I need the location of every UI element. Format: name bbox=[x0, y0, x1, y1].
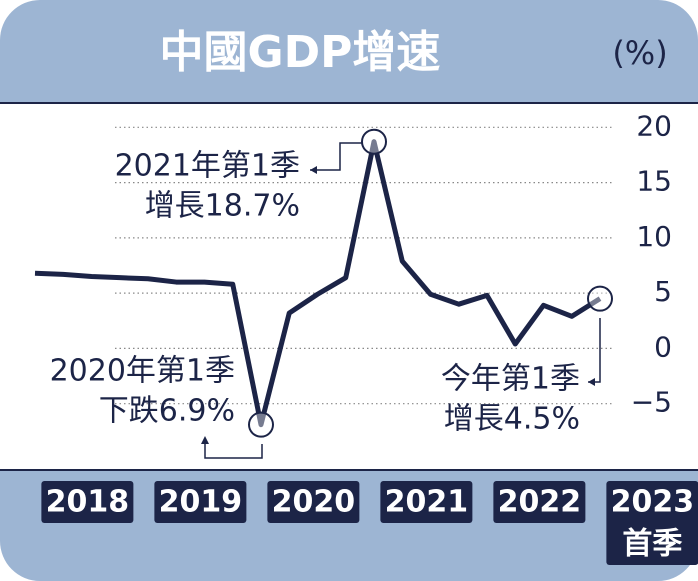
y-tick-label: 20 bbox=[636, 109, 672, 142]
annotation: 2021年第1季 bbox=[115, 149, 300, 184]
x-tick-label: 2023 bbox=[611, 485, 695, 520]
x-tick-label: 2018 bbox=[46, 485, 130, 520]
line bbox=[34, 139, 602, 428]
unit-label: (%) bbox=[612, 34, 667, 72]
callout-circle bbox=[361, 128, 387, 155]
year-box bbox=[41, 481, 134, 523]
y-tick-label: 15 bbox=[636, 165, 672, 198]
grid bbox=[115, 126, 612, 405]
year-box bbox=[154, 481, 247, 523]
callout-circle bbox=[587, 285, 613, 312]
y-tick-label: 5 bbox=[654, 275, 672, 308]
chart-title: 中國GDP增速 bbox=[160, 27, 441, 78]
connector bbox=[310, 142, 363, 171]
x-tick-label: 2021 bbox=[385, 485, 469, 520]
arrow bbox=[588, 378, 595, 386]
y-tick-label: 0 bbox=[654, 330, 672, 363]
callout-circle bbox=[248, 411, 274, 438]
plot-area bbox=[0, 103, 698, 470]
year-box bbox=[380, 481, 473, 523]
year-box bbox=[267, 481, 360, 523]
annotation: 增長18.7% bbox=[145, 189, 300, 224]
y-tick-label: −5 bbox=[631, 386, 672, 419]
x-tick-label: 2022 bbox=[498, 485, 582, 520]
x-tick-note: 首季 bbox=[622, 527, 682, 562]
x-tick-label: 2019 bbox=[159, 485, 243, 520]
year-box bbox=[606, 481, 698, 565]
x-tick-label: 2020 bbox=[272, 485, 356, 520]
year-box bbox=[493, 481, 586, 523]
connector bbox=[204, 440, 263, 459]
y-tick-label: 10 bbox=[636, 220, 672, 253]
annotation: 下跌6.9% bbox=[99, 394, 235, 429]
annotation: 2020年第1季 bbox=[50, 354, 235, 389]
annotation: 今年第1季 bbox=[441, 362, 580, 397]
annotation: 增長4.5% bbox=[444, 402, 580, 437]
arrow bbox=[201, 436, 209, 444]
arrow bbox=[310, 166, 317, 174]
